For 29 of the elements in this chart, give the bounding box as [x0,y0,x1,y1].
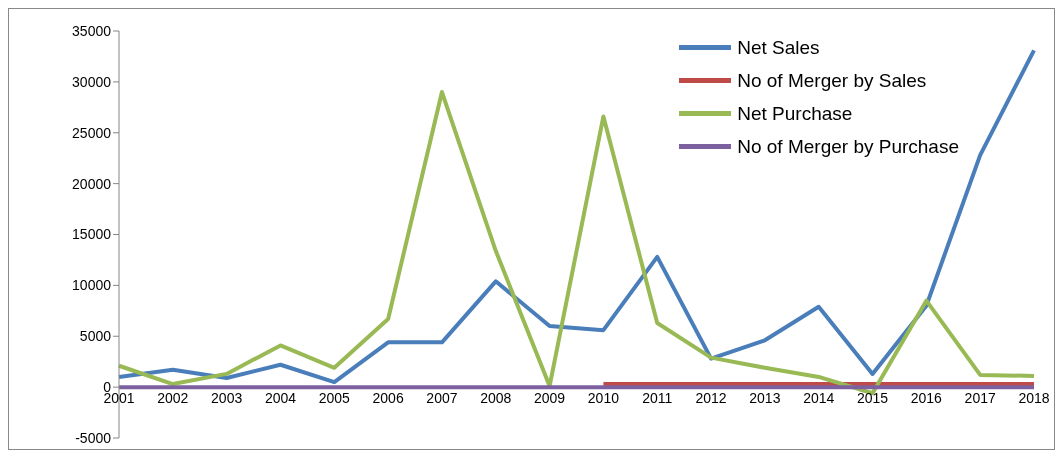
legend-label: Net Purchase [737,102,853,125]
x-tick-label: 2002 [157,390,189,407]
x-tick-label: 2014 [803,390,835,407]
x-tick-label: 2003 [211,390,243,407]
y-tick-label: 25000 [72,124,112,141]
x-tick-label: 2016 [910,390,943,407]
y-tick-label: 5000 [79,328,112,345]
y-tick-label: 15000 [72,226,112,243]
x-tick-label: 2009 [534,390,566,407]
y-tick-label: 35000 [72,22,112,39]
x-tick-label: 2005 [318,390,351,407]
legend-label: No of Merger by Purchase [737,135,959,158]
x-tick-label: 2015 [856,390,889,407]
x-tick-label: 2011 [642,390,673,407]
x-tick-label: 2012 [695,390,727,407]
y-tick-label: 30000 [72,73,112,90]
y-tick-label: -5000 [75,429,112,446]
x-tick-label: 2008 [480,390,512,407]
y-tick-label: 10000 [72,277,112,294]
x-tick-label: 2013 [749,390,781,407]
x-tick-label: 2007 [426,390,458,407]
x-tick-label: 2017 [964,390,996,407]
x-tick-label: 2004 [264,390,297,407]
legend-label: Net Sales [737,36,820,59]
x-tick-label: 2006 [372,390,404,407]
x-tick-label: 2010 [587,390,620,407]
y-tick-label: 20000 [72,175,112,192]
x-tick-label: 2018 [1018,390,1050,407]
legend-label: No of Merger by Sales [737,69,927,92]
